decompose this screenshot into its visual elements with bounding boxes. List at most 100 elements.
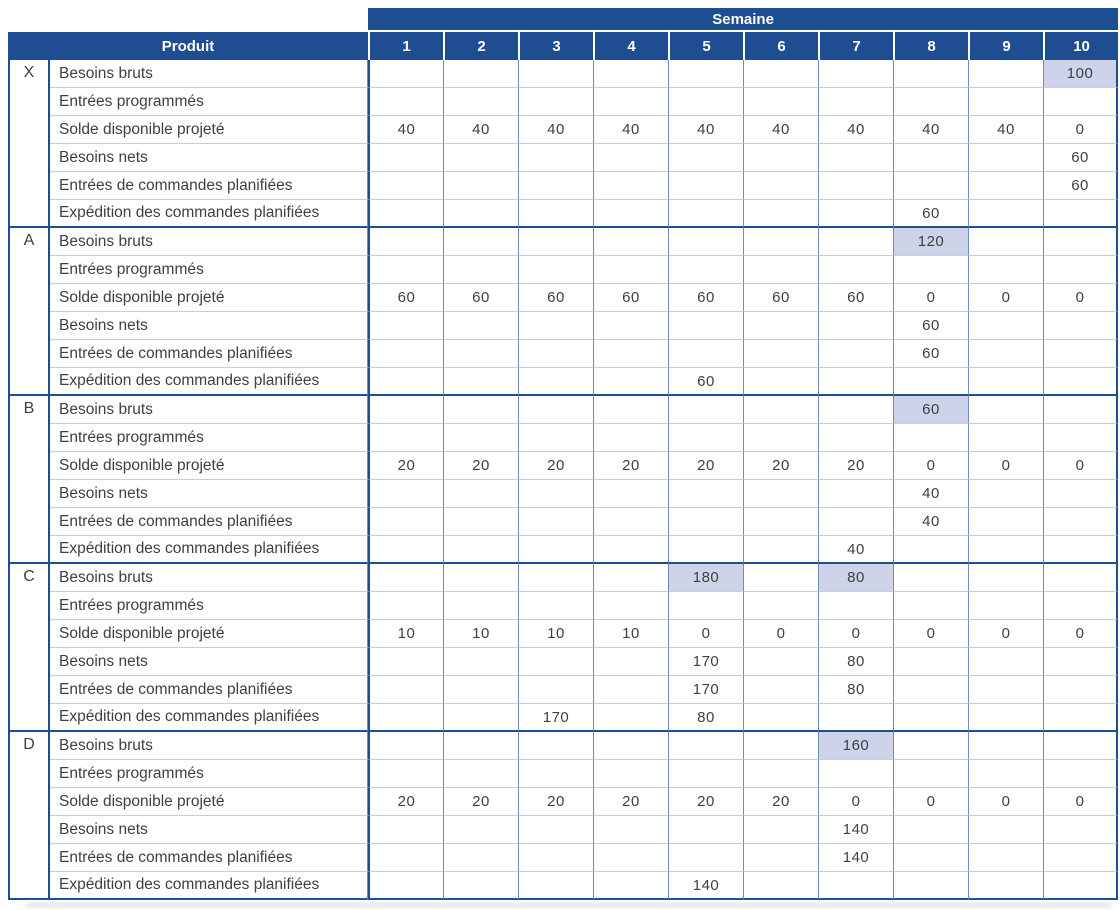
row-label: Expédition des commandes planifiées: [50, 200, 368, 228]
value-cell: [968, 508, 1043, 536]
value-cell: [368, 200, 443, 228]
value-cell: [368, 508, 443, 536]
value-cell: 140: [668, 872, 743, 900]
row-label: Entrées de commandes planifiées: [50, 172, 368, 200]
product-A-row-1: A Besoins bruts 120: [8, 228, 1119, 396]
value-cell: [968, 60, 1043, 88]
product-B-row-2: Entrées programmés: [8, 424, 1119, 452]
value-cell: [593, 368, 668, 396]
value-cell: [368, 564, 443, 592]
value-cell: [968, 340, 1043, 368]
value-cell: 20: [518, 452, 593, 480]
value-cell: [518, 844, 593, 872]
row-label: Entrées de commandes planifiées: [50, 340, 368, 368]
value-cell: [668, 732, 743, 760]
value-cell: [818, 256, 893, 284]
value-cell: [893, 536, 968, 564]
product-D-row-5: Entrées de commandes planifiées 140: [8, 844, 1119, 872]
row-label: Solde disponible projeté: [50, 284, 368, 312]
value-cell: 80: [818, 676, 893, 704]
value-cell: [818, 88, 893, 116]
value-cell: [518, 424, 593, 452]
value-cell: [668, 340, 743, 368]
value-cell: 0: [1043, 116, 1119, 144]
value-cell: 0: [968, 284, 1043, 312]
value-cell: [443, 536, 518, 564]
value-cell: 60: [443, 284, 518, 312]
value-cell: 160: [818, 732, 893, 760]
value-cell: [818, 508, 893, 536]
value-cell: [893, 760, 968, 788]
value-cell: [593, 172, 668, 200]
product-code-A: A: [8, 228, 50, 396]
value-cell: [518, 508, 593, 536]
row-label: Besoins bruts: [50, 732, 368, 760]
value-cell: [443, 816, 518, 844]
value-cell: [1043, 340, 1119, 368]
value-cell: 10: [368, 620, 443, 648]
value-cell: [818, 592, 893, 620]
value-cell: [818, 200, 893, 228]
product-A-row-5: Entrées de commandes planifiées 60: [8, 340, 1119, 368]
value-cell: [818, 340, 893, 368]
row-label: Entrées de commandes planifiées: [50, 844, 368, 872]
semaine-header: Semaine: [368, 8, 1119, 32]
value-cell: [893, 144, 968, 172]
value-cell: 40: [968, 116, 1043, 144]
value-cell: [518, 536, 593, 564]
value-cell: 40: [368, 116, 443, 144]
value-cell: [1043, 648, 1119, 676]
value-cell: [893, 704, 968, 732]
value-cell: [893, 564, 968, 592]
table-shadow: [26, 903, 1112, 907]
value-cell: [593, 424, 668, 452]
product-C-row-3: Solde disponible projeté 10 10 10 10 0 0 0 0 0 0: [8, 620, 1119, 648]
product-B-row-6: Expédition des commandes planifiées 40: [8, 536, 1119, 564]
value-cell: [743, 592, 818, 620]
value-cell: 20: [743, 788, 818, 816]
value-cell: [1043, 592, 1119, 620]
value-cell: [443, 648, 518, 676]
value-cell: [1043, 256, 1119, 284]
value-cell: [743, 508, 818, 536]
value-cell: [518, 88, 593, 116]
value-cell: [743, 564, 818, 592]
value-cell: 60: [818, 284, 893, 312]
value-cell: [743, 424, 818, 452]
value-cell: [818, 760, 893, 788]
value-cell: 0: [893, 788, 968, 816]
value-cell: [443, 88, 518, 116]
value-cell: [968, 144, 1043, 172]
value-cell: [368, 536, 443, 564]
value-cell: 170: [518, 704, 593, 732]
value-cell: [593, 340, 668, 368]
value-cell: [518, 60, 593, 88]
value-cell: [818, 60, 893, 88]
value-cell: [743, 480, 818, 508]
product-A-row-6: Expédition des commandes planifiées 60: [8, 368, 1119, 396]
product-A-row-4: Besoins nets 60: [8, 312, 1119, 340]
week-header-9: 9: [968, 32, 1043, 60]
value-cell: [593, 60, 668, 88]
value-cell: [593, 480, 668, 508]
value-cell: [668, 60, 743, 88]
value-cell: [1043, 424, 1119, 452]
product-D-row-4: Besoins nets 140: [8, 816, 1119, 844]
product-D-row-1: D Besoins bruts 160: [8, 732, 1119, 900]
value-cell: 0: [668, 620, 743, 648]
value-cell: [968, 732, 1043, 760]
value-cell: [593, 732, 668, 760]
value-cell: [743, 368, 818, 396]
value-cell: [1043, 536, 1119, 564]
product-code-D: D: [8, 732, 50, 900]
product-C-row-4: Besoins nets 170 80: [8, 648, 1119, 676]
value-cell: [743, 872, 818, 900]
value-cell: [518, 816, 593, 844]
value-cell: [818, 480, 893, 508]
value-cell: 0: [968, 452, 1043, 480]
value-cell: 140: [818, 816, 893, 844]
value-cell: 80: [668, 704, 743, 732]
value-cell: [368, 648, 443, 676]
value-cell: [743, 676, 818, 704]
value-cell: [968, 228, 1043, 256]
